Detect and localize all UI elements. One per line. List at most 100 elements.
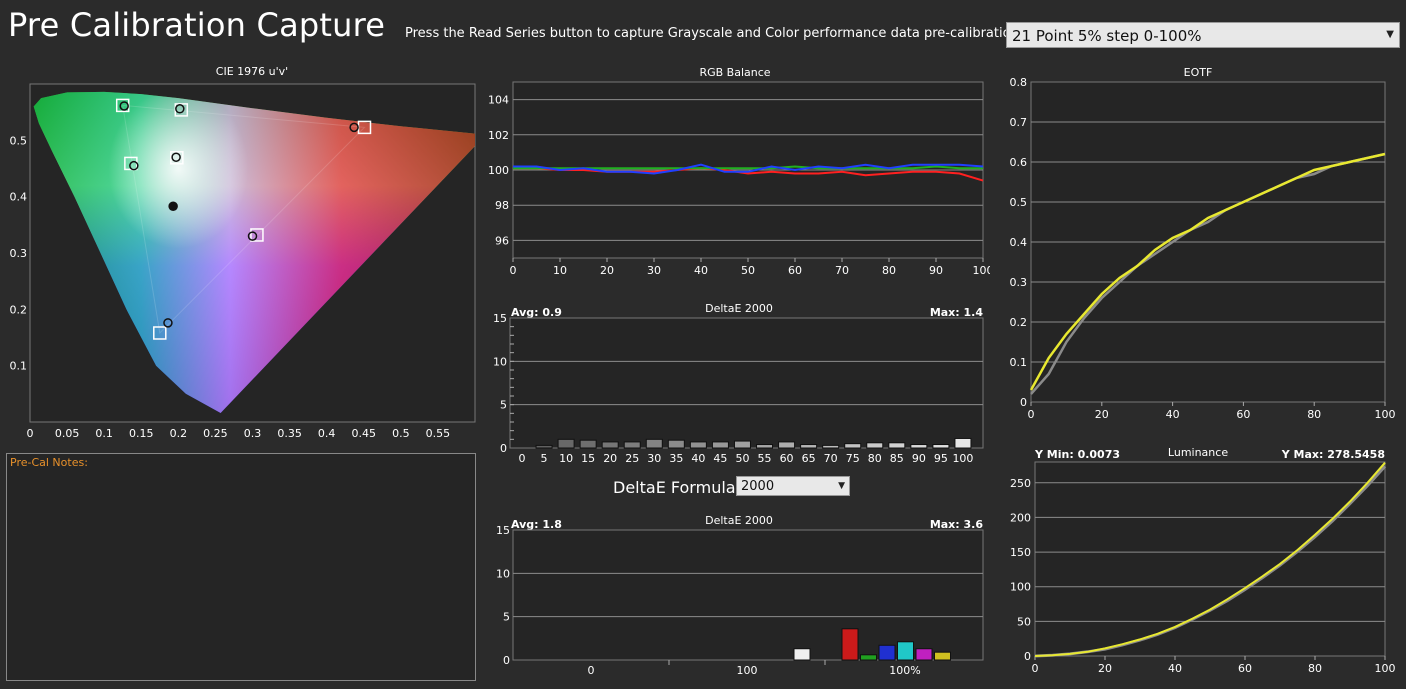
de-gray-x-tick: 100 xyxy=(952,452,973,465)
rgb-x-tick: 60 xyxy=(788,264,802,277)
de-color-y-tick: 0 xyxy=(503,654,510,667)
rgb-series-red xyxy=(513,167,984,182)
eotf-y-tick: 0.1 xyxy=(1010,356,1028,369)
page-title: Pre Calibration Capture xyxy=(8,6,386,44)
de-gray-x-tick: 10 xyxy=(559,452,573,465)
de-gray-bar xyxy=(954,437,972,449)
rgb-x-tick: 70 xyxy=(835,264,849,277)
de-gray-bar xyxy=(557,438,575,449)
de-gray-x-tick: 60 xyxy=(780,452,794,465)
rgb-balance-chart: RGB Balance 96 98 100 102 104 0 10 20 30 40 50 60 70… xyxy=(488,66,990,277)
eotf-x-tick: 100 xyxy=(1375,408,1396,421)
deltae-formula-select[interactable]: 2000 ▼ xyxy=(736,476,850,496)
cie-measured-black-dot xyxy=(169,202,177,210)
rgb-x-tick: 80 xyxy=(882,264,896,277)
de-gray-bar xyxy=(800,444,818,449)
lum-x-tick: 0 xyxy=(1032,662,1039,675)
cie-x-tick: 0.5 xyxy=(392,427,410,440)
de-color-avg: Avg: 1.8 xyxy=(511,518,562,531)
series-select[interactable]: 21 Point 5% step 0-100% ▼ xyxy=(1006,22,1400,48)
rgb-x-tick: 40 xyxy=(694,264,708,277)
de-gray-bar xyxy=(645,438,663,449)
eotf-y-tick: 0.4 xyxy=(1010,236,1028,249)
cie-x-tick: 0.1 xyxy=(95,427,113,440)
lum-x-tick: 60 xyxy=(1238,662,1252,675)
de-gray-bar xyxy=(623,441,641,449)
rgb-x-tick: 0 xyxy=(510,264,517,277)
cie-measured-red xyxy=(349,122,359,133)
de-gray-y-tick: 10 xyxy=(493,355,507,368)
de-gray-x-tick: 40 xyxy=(691,452,705,465)
rgb-x-tick: 10 xyxy=(553,264,567,277)
rgb-y-tick: 102 xyxy=(488,129,509,142)
lum-plot-area xyxy=(1034,461,1386,657)
eotf-series-target xyxy=(1030,152,1386,395)
de-color-title: DeltaE 2000 xyxy=(705,514,773,527)
deltae-color-chart: Avg: 1.8 DeltaE 2000 Max: 3.6 0 5 10 15 0 100… xyxy=(496,514,984,677)
lum-series-measured xyxy=(1034,462,1386,657)
cie-x-tick: 0.2 xyxy=(170,427,188,440)
de-color-bar-green xyxy=(860,654,877,661)
luminance-chart: Y Min: 0.0073 Luminance Y Max: 278.5458 … xyxy=(1010,446,1396,675)
cie-x-tick: 0.4 xyxy=(318,427,336,440)
de-color-bar-cyan xyxy=(897,641,914,661)
de-gray-bar xyxy=(910,444,928,449)
series-select-value: 21 Point 5% step 0-100% xyxy=(1012,27,1202,45)
de-gray-bar xyxy=(932,444,950,449)
de-gray-x-tick: 0 xyxy=(519,452,526,465)
notes-label: Pre-Cal Notes: xyxy=(10,456,88,469)
de-gray-bar xyxy=(888,442,906,449)
de-gray-avg: Avg: 0.9 xyxy=(511,306,562,319)
de-gray-bar xyxy=(866,442,884,449)
cie-target-white xyxy=(170,151,184,165)
lum-x-tick: 100 xyxy=(1375,662,1396,675)
de-gray-bar xyxy=(711,441,729,449)
cie-measured-black xyxy=(168,201,178,211)
eotf-title: EOTF xyxy=(1184,66,1213,79)
lum-ymin: Y Min: 0.0073 xyxy=(1034,448,1120,461)
lum-y-tick: 250 xyxy=(1010,477,1031,490)
pre-cal-notes[interactable]: Pre-Cal Notes: xyxy=(6,453,476,681)
cie-measured-white xyxy=(171,152,181,162)
lum-y-tick: 0 xyxy=(1024,650,1031,663)
lum-y-tick: 150 xyxy=(1010,546,1031,559)
rgb-x-tick: 90 xyxy=(929,264,943,277)
lum-x-tick: 20 xyxy=(1098,662,1112,675)
eotf-x-tick: 40 xyxy=(1166,408,1180,421)
deltae-gray-chart: Avg: 0.9 DeltaE 2000 Max: 1.4 0 5 10 15 0 5 10… xyxy=(493,302,984,465)
cie-measured-green xyxy=(119,101,129,111)
de-gray-x-tick: 70 xyxy=(824,452,838,465)
eotf-x-tick: 0 xyxy=(1028,408,1035,421)
chevron-down-icon: ▼ xyxy=(838,481,845,491)
de-color-bar-magenta xyxy=(915,648,933,661)
lum-y-tick: 200 xyxy=(1010,511,1031,524)
cie-y-tick: 0.3 xyxy=(10,247,28,260)
cie-measured-blue xyxy=(163,318,173,328)
lum-x-tick: 80 xyxy=(1308,662,1322,675)
rgb-y-tick: 98 xyxy=(495,199,509,212)
de-color-max: Max: 3.6 xyxy=(930,518,984,531)
instruction-text: Press the Read Series button to capture … xyxy=(405,26,1023,41)
de-gray-x-tick: 95 xyxy=(934,452,948,465)
eotf-series-measured xyxy=(1029,152,1386,391)
de-gray-bar xyxy=(535,444,553,449)
de-gray-bar xyxy=(778,441,796,449)
cie-white-glow xyxy=(108,91,249,249)
cie-x-tick: 0.25 xyxy=(203,427,228,440)
de-gray-bar xyxy=(822,444,840,449)
cie-x-tick: 0.35 xyxy=(277,427,302,440)
de-gray-bar xyxy=(601,441,619,449)
cie-measured-yellow xyxy=(175,104,185,114)
rgb-y-tick: 104 xyxy=(488,94,509,107)
cie-measured-magenta xyxy=(247,231,258,241)
eotf-x-tick: 20 xyxy=(1095,408,1109,421)
rgb-series-green xyxy=(513,165,983,170)
rgb-series-blue xyxy=(513,163,984,175)
formula-select-value: 2000 xyxy=(741,479,775,494)
de-color-y-tick: 10 xyxy=(496,567,510,580)
cie-measured-cyan xyxy=(129,160,139,171)
de-gray-plot-area xyxy=(509,317,984,449)
de-color-bar-white xyxy=(793,648,811,661)
cie-y-tick: 0.1 xyxy=(10,360,28,373)
de-gray-y-tick: 5 xyxy=(500,399,507,412)
